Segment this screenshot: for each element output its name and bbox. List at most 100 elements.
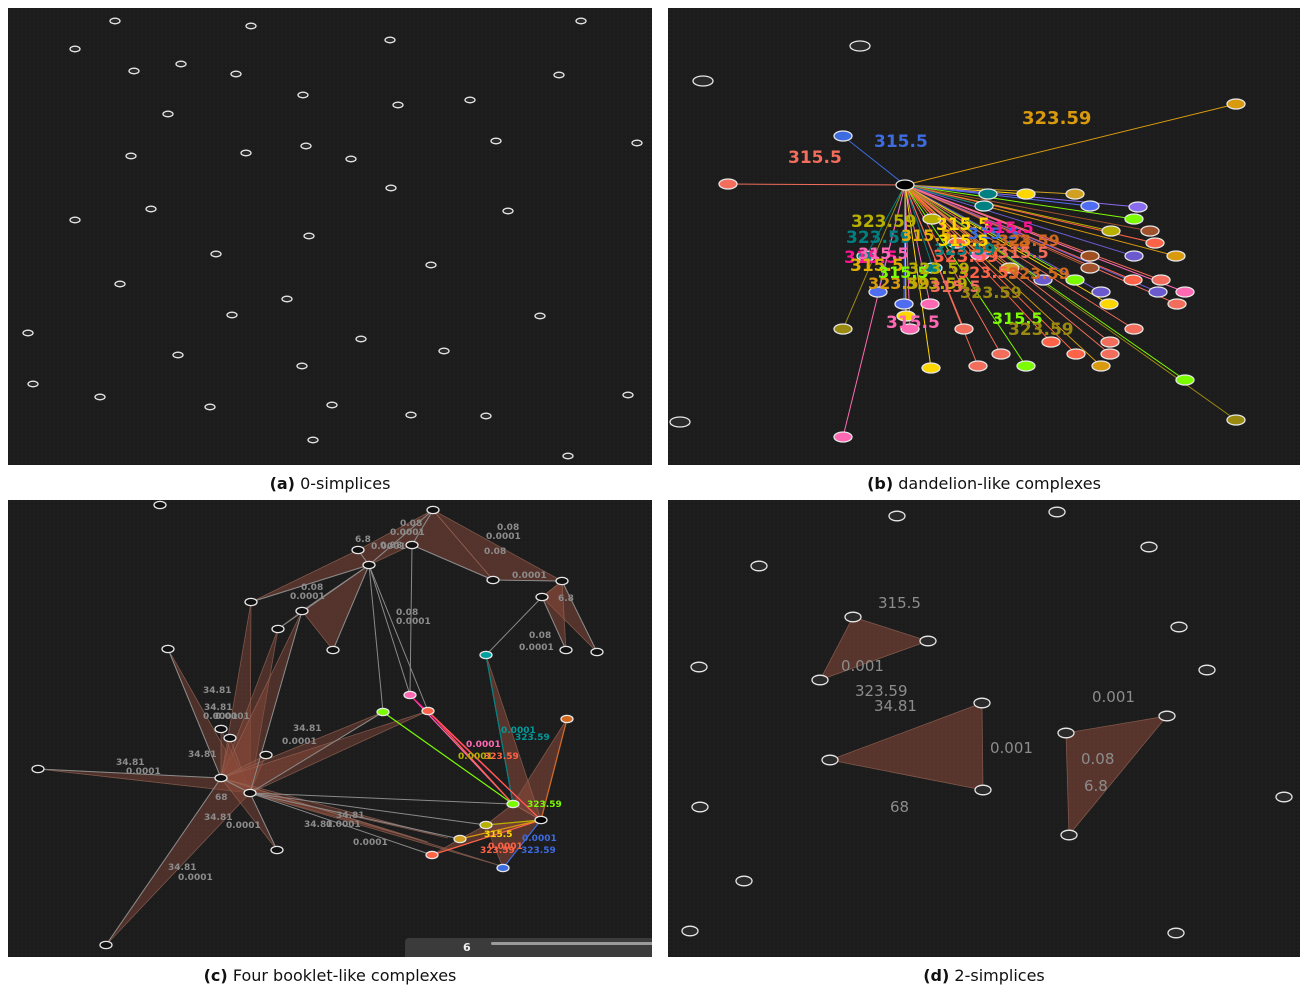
edge-label: 315.5 <box>901 226 952 245</box>
vertex-node <box>31 764 45 774</box>
edge-label: 0.0001 <box>486 532 521 542</box>
slider-track[interactable] <box>491 942 652 945</box>
edge-label: 0.0001 <box>458 752 493 762</box>
edge-label: 323.59 <box>851 212 917 232</box>
spoke-edge <box>904 184 932 369</box>
edge-label: 0.0001 <box>396 617 431 627</box>
edge-label: 34.81 <box>874 697 917 715</box>
vertex-node <box>240 149 252 157</box>
edge-label: 323.59 <box>906 274 968 293</box>
edge-label: 323.59 <box>868 274 930 293</box>
edge-label: 323.59 <box>855 682 908 700</box>
edge-label: 323.59 <box>527 800 562 810</box>
vertex-node <box>1198 664 1216 676</box>
colored-node <box>718 178 738 190</box>
colored-node <box>833 323 853 335</box>
vertex-node <box>204 403 216 411</box>
edge <box>250 564 370 603</box>
threshold-slider[interactable]: 6 <box>405 938 652 957</box>
vertex-node <box>405 540 419 550</box>
edge-label: 315.5 <box>484 830 512 840</box>
vertex-node <box>230 70 242 78</box>
colored-node <box>1016 188 1036 200</box>
edge <box>37 768 222 779</box>
spoke-edge <box>904 184 1135 330</box>
colored-edge <box>485 654 514 805</box>
colored-node <box>1080 200 1100 212</box>
vertex-node <box>490 137 502 145</box>
edge-label: 315.5 <box>874 132 928 152</box>
panel-c-booklet: 0.08 0.0001 0.08 0.0001 6.8 0.08 0.0001 0.08 0.0… <box>8 500 652 957</box>
colored-node <box>1167 298 1187 310</box>
colored-node <box>868 286 888 298</box>
edge <box>301 564 370 612</box>
vertex-node <box>690 661 708 673</box>
edge-label: 0.0001 <box>390 528 425 538</box>
vertex-node <box>681 925 699 937</box>
vertex-node <box>1140 541 1158 553</box>
edge-label: 323.59 <box>480 846 515 856</box>
colored-node <box>1000 262 1020 274</box>
edge-label: 0.0001 <box>282 737 317 747</box>
vertex-node <box>295 606 309 616</box>
spoke-edge <box>904 184 1091 207</box>
colored-node <box>856 250 876 262</box>
edge <box>368 509 434 566</box>
vertex-node <box>405 411 417 419</box>
edge-label: 315.5 <box>938 231 989 250</box>
edge-label: 34.81 <box>293 724 321 734</box>
edge-label: 0.0001 <box>488 842 523 852</box>
edge <box>332 564 370 651</box>
edge <box>249 792 433 856</box>
colored-node <box>900 323 920 335</box>
vertex-node <box>844 611 862 623</box>
edge-label: 323.59 <box>934 240 996 259</box>
vertex-node <box>560 714 574 724</box>
vertex-node <box>326 401 338 409</box>
vertex-node <box>821 754 839 766</box>
colored-node <box>954 323 974 335</box>
colored-node <box>1101 225 1121 237</box>
colored-node <box>1066 348 1086 360</box>
spoke-edge <box>904 184 985 207</box>
edge <box>368 564 429 712</box>
edge-label: 323.59 <box>515 733 550 743</box>
caption-c-tag: (c) <box>203 966 228 985</box>
edge-label: 315.5 <box>788 148 842 168</box>
edge <box>411 509 434 546</box>
vertex-node <box>425 261 437 269</box>
vertex-node <box>172 351 184 359</box>
edge-label: 323.59 <box>846 228 912 248</box>
edge-label: 0.0001 <box>215 712 250 722</box>
vertex-node <box>506 799 520 809</box>
edge-label: 0.0001 <box>290 592 325 602</box>
isolated-node <box>849 40 871 52</box>
edge-label: 0.08 <box>380 541 402 551</box>
edge-label: 0.0001 <box>522 834 557 844</box>
vertex-node <box>245 22 257 30</box>
edge-label: 0.08 <box>529 631 551 641</box>
vertex-node <box>244 597 258 607</box>
colored-node <box>1080 262 1100 274</box>
colored-node <box>833 130 853 142</box>
edge-label: 6.8 <box>558 594 574 604</box>
vertex-node <box>1048 506 1066 518</box>
colored-node <box>1065 188 1085 200</box>
vertex-node <box>1170 621 1188 633</box>
edge-label: 0.001 <box>1092 688 1135 706</box>
colored-node <box>970 249 990 261</box>
caption-b-tag: (b) <box>867 474 894 493</box>
edge-label: 323.59 <box>1008 264 1070 283</box>
isolated-node <box>692 75 714 87</box>
spoke-edge <box>842 184 906 438</box>
vertex-node <box>480 412 492 420</box>
edge-label: 323.59 <box>1022 108 1091 129</box>
triangle-face <box>1065 715 1168 837</box>
caption-b: (b) dandelion-like complexes <box>668 474 1300 493</box>
vertex-node <box>376 707 390 717</box>
colored-node <box>1099 298 1119 310</box>
edge-label: 6.8 <box>355 535 371 545</box>
colored-node <box>1148 286 1168 298</box>
vertex-node <box>243 788 257 798</box>
